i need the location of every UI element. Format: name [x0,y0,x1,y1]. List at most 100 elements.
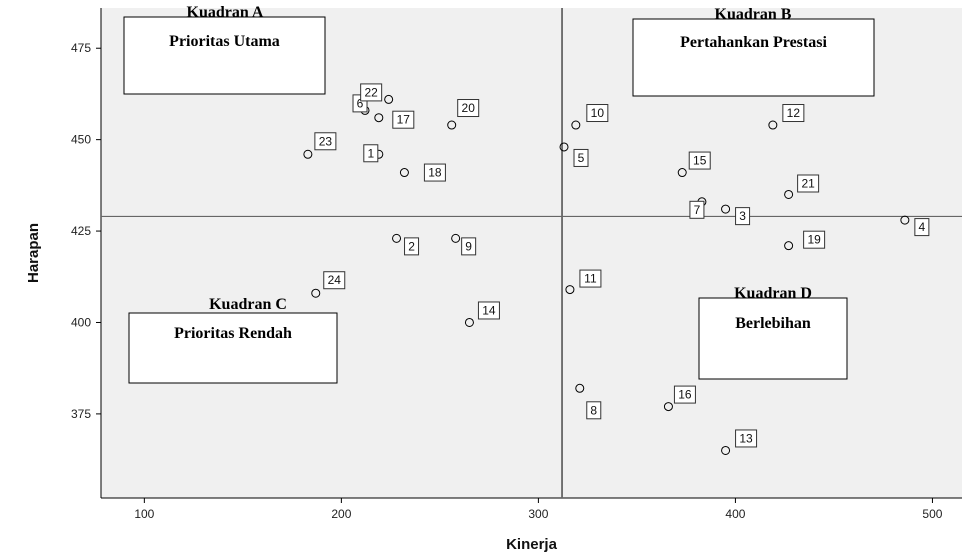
point-label: 11 [579,269,602,288]
point-label-box [689,200,705,219]
scatter-point [399,168,409,178]
scatter-point [784,241,794,251]
point-label-box [782,104,805,123]
point-label: 4 [914,218,930,237]
point-label: 19 [803,230,826,249]
point-label-text: 12 [787,106,801,120]
point-label: 8 [586,401,602,420]
point-label: 16 [673,385,696,404]
scatter-point [559,142,569,152]
point-label-box [457,99,480,118]
scatter-point [447,120,457,130]
point-label-text: 2 [408,239,415,253]
point-label: 21 [797,174,820,193]
point-label-box [586,401,602,420]
quadrant-subtitle: Pertahankan Prestasi [680,34,827,51]
scatter-point [451,233,461,243]
point-label-box [803,230,826,249]
point-label-box [673,385,696,404]
scatter-point [900,215,910,225]
scatter-point [374,113,384,123]
point-label-box [579,269,602,288]
quadrant-title: Kuadran C [209,296,287,313]
point-label-text: 6 [357,96,364,110]
point-label-box [797,174,820,193]
point-label-text: 9 [465,239,472,253]
point-label-text: 7 [694,203,701,217]
point-label-text: 10 [591,106,605,120]
x-axis-title: Kinerja [506,536,558,553]
point-label: 15 [688,151,711,170]
point-label-text: 14 [482,303,496,317]
point-label-box [688,151,711,170]
point-label: 2 [404,237,420,256]
scatter-point [768,120,778,130]
point-label-text: 19 [807,233,821,247]
point-label-box [477,301,500,320]
scatter-point [311,288,321,298]
point-label: 9 [461,237,477,256]
point-label-text: 1 [367,146,374,160]
point-label: 17 [392,110,415,129]
point-label-box [404,237,420,256]
point-label-text: 11 [584,272,597,286]
quadrant-title: Kuadran B [715,6,792,23]
point-label: 20 [457,99,480,118]
point-label: 13 [735,429,758,448]
quadrant-title: Kuadran A [187,4,264,21]
scatter-point [464,317,474,327]
point-label-text: 4 [919,220,926,234]
scatter-point [392,233,402,243]
point-label-box [323,271,346,290]
scatter-point [677,168,687,178]
point-label: 24 [323,271,346,290]
point-label-text: 20 [462,101,476,115]
point-label: 10 [586,104,609,123]
quadrant-box [123,16,326,95]
y-tick-label: 375 [71,407,91,421]
quadrant-title: Kuadran D [734,285,812,302]
y-axis-title: Harapan [25,223,42,283]
point-label-box [360,83,383,102]
scatter-point [384,94,394,104]
x-tick-label: 500 [922,507,942,521]
point-label-box [423,163,446,182]
point-label-box [735,207,751,226]
scatter-point [663,402,673,412]
point-label-text: 24 [328,273,342,287]
y-tick-label: 475 [71,41,91,55]
point-label-box [314,132,337,151]
point-label-text: 5 [578,151,585,165]
point-label-text: 22 [364,85,378,99]
point-label-box [735,429,758,448]
point-label: 18 [423,163,446,182]
scatter-point [565,285,575,295]
x-tick-label: 400 [725,507,745,521]
x-tick-label: 300 [528,507,548,521]
point-label: 14 [477,301,500,320]
point-label: 1 [363,144,379,163]
quadrant-subtitle: Berlebihan [735,315,811,332]
point-label-text: 18 [428,166,442,180]
scatter-point [575,383,585,393]
scatter-point [721,204,731,214]
point-label-text: 15 [693,154,707,168]
point-label: 7 [689,200,705,219]
x-tick-label: 100 [134,507,154,521]
point-label-box [363,144,379,163]
point-label-box [573,148,589,167]
point-label-box [914,218,930,237]
x-tick-label: 200 [331,507,351,521]
point-label-box [586,104,609,123]
quadrant-subtitle: Prioritas Utama [169,33,280,50]
point-label: 22 [360,83,383,102]
quadrant-boxes: Kuadran A Prioritas Utama Kuadran B Pertaha… [123,4,875,384]
point-label-text: 13 [739,431,753,445]
scatter-point [784,189,794,199]
point-label-text: 16 [678,388,692,402]
point-label: 23 [314,132,337,151]
point-label-box [392,110,415,129]
